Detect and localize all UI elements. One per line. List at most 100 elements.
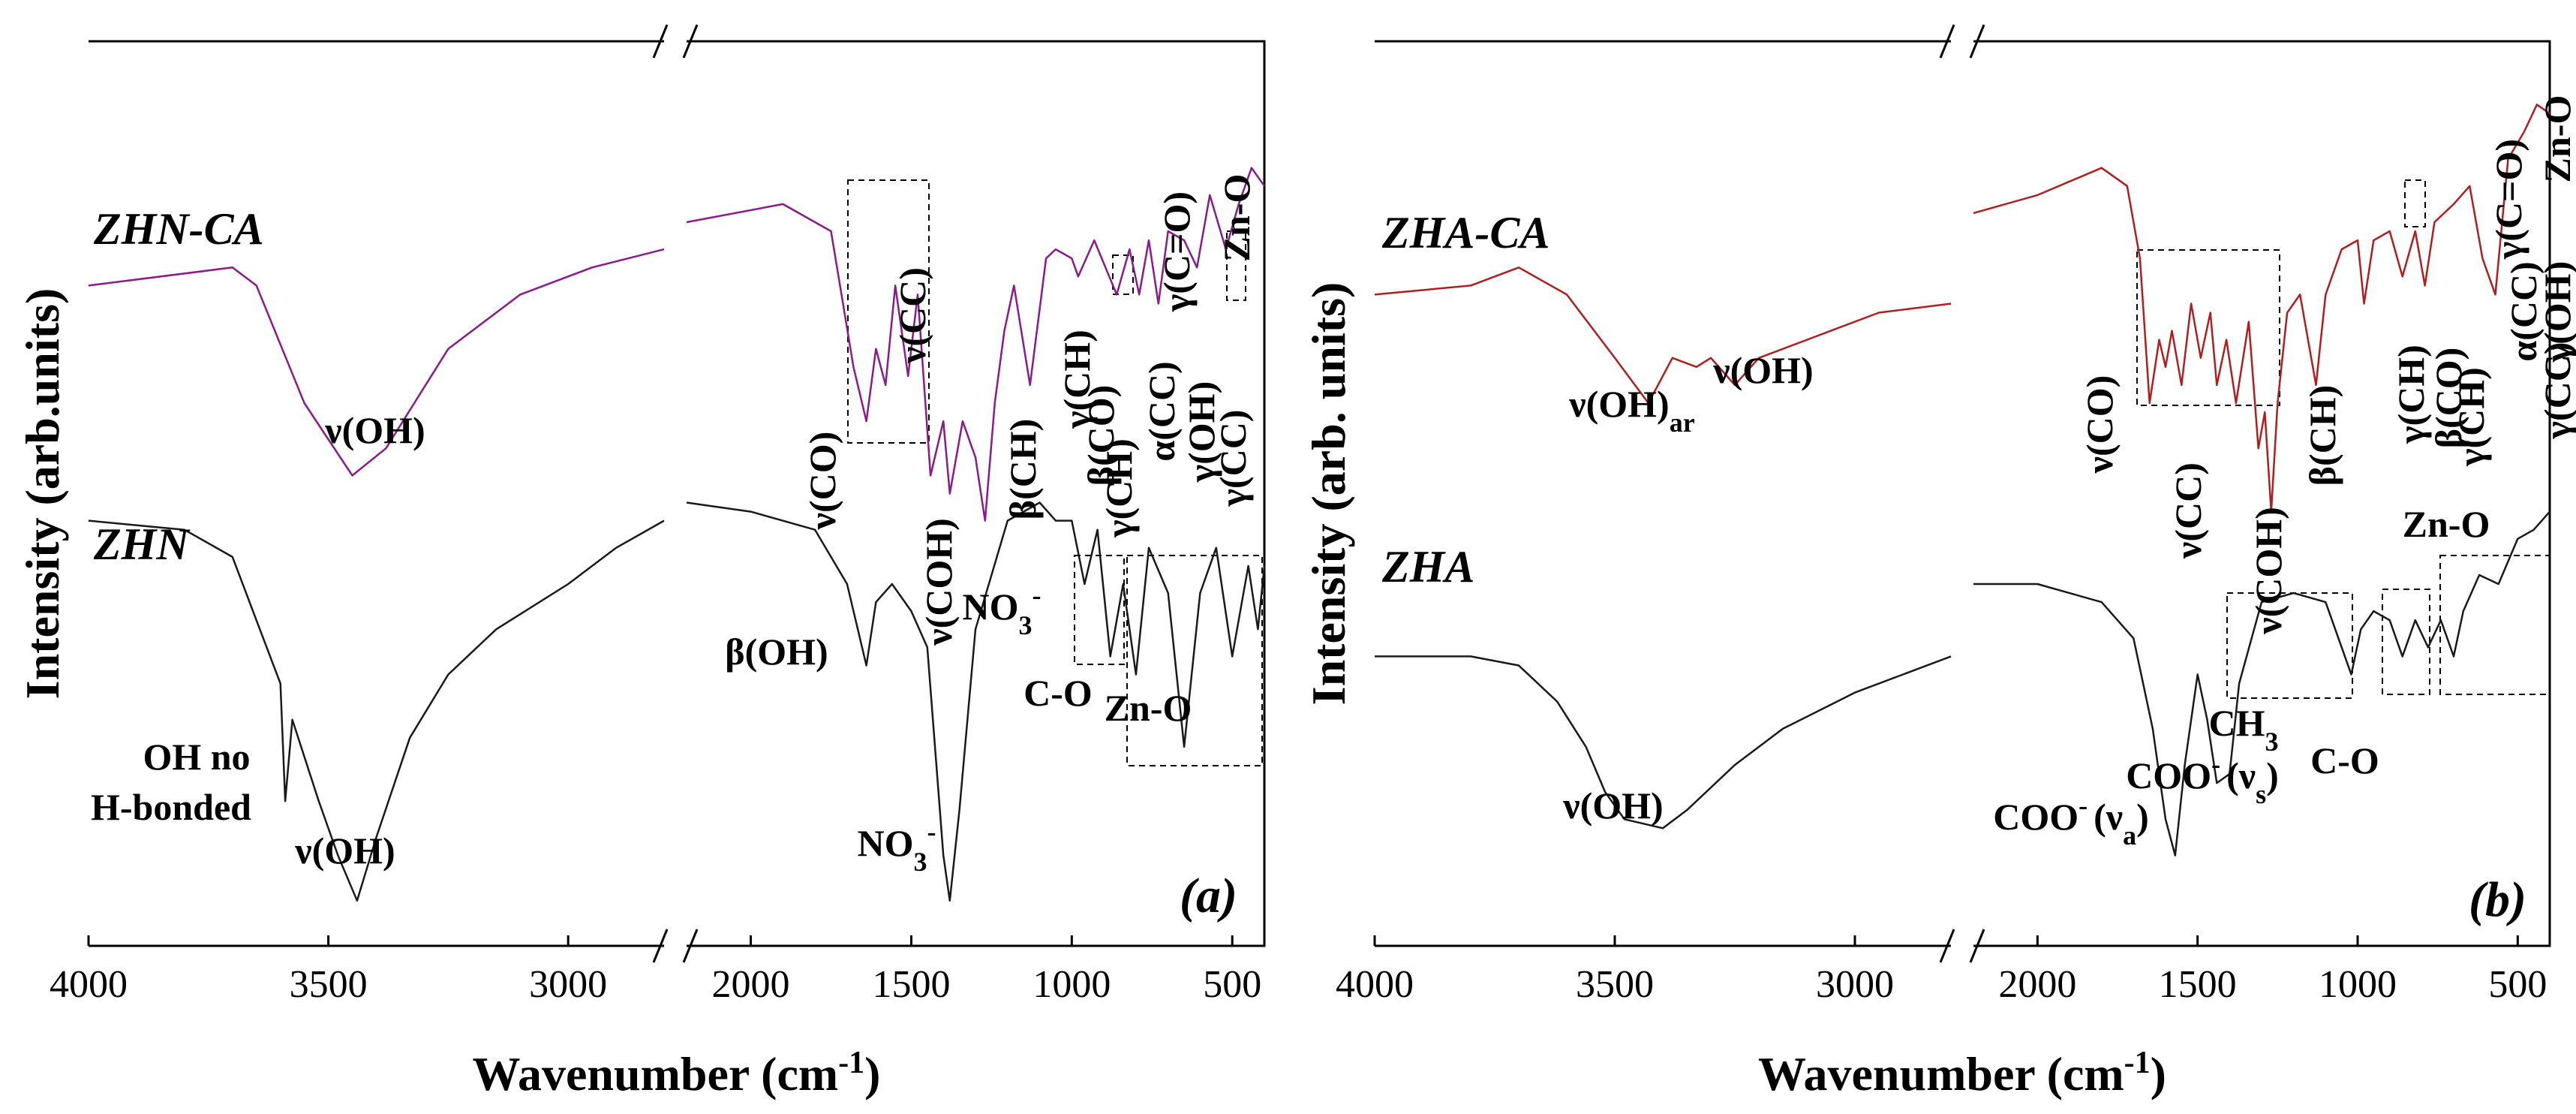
x-tick-label: 2000 [1998,963,2076,1006]
dashed-region-box [1226,230,1246,301]
annotation-text: ν(CC) [891,267,933,364]
annotation-superscript: - [927,817,936,847]
annotation-text: ν(OH) [1562,784,1663,826]
annotation-text: COO [2126,754,2211,796]
dashed-region-box [847,179,930,444]
annotation-subscript: ar [1670,408,1695,438]
annotation-text: CH [2209,702,2265,744]
plot-area [89,41,1264,946]
annotation-superscript: - [2079,790,2088,820]
peak-annotation: β(CO) [1080,385,1122,486]
annotation-text: β(CO) [2427,348,2469,449]
x-axis-label: Wavenumber (cm-1) [1758,1046,2166,1100]
annotation-superscript: - [2211,749,2220,779]
plot-frame [1375,40,2551,947]
peak-annotation: γ(CH) [1056,330,1098,429]
annotation-text: OH no [143,736,250,778]
x-tick-label: 500 [2488,963,2547,1006]
x-axis-label: Wavenumber (cm-1) [473,1046,881,1100]
annotation-text: γ(C=O) [2487,139,2529,260]
x-tick-label: 3500 [290,963,368,1006]
annotation-superscript: - [1033,580,1042,610]
peak-annotation: γ(OH) [1180,381,1222,483]
annotation-mode-subscript: a [2123,820,2136,851]
annotation-text: β(CH) [1002,419,1044,520]
annotation-text: ν(CC) [2167,462,2209,559]
peak-annotation: ν(COH) [918,518,960,646]
annotation-mode: (ν [2226,754,2256,796]
peak-annotation: β(CO) [2427,348,2469,449]
x-axis-label-close: ) [864,1047,880,1100]
peak-annotation: COO- (νs) [2126,749,2279,809]
annotation-text: β(CO) [1080,385,1122,486]
peak-annotation: Zn-O [1216,174,1258,262]
axis-break-mark [682,24,699,59]
series-line-zha [1973,510,2550,857]
peak-annotation: NO3- [858,817,936,877]
annotation-mode: (ν [2094,796,2123,838]
panel-label: (b) [2469,872,2526,927]
panel-label: (a) [1180,869,1237,923]
annotation-text: γ(C=O) [1156,191,1198,312]
series-title: ZHN-CA [93,204,264,254]
peak-annotation: COO- (νa) [1993,790,2149,851]
annotation-text: Zn-O [2536,95,2576,183]
axis-break-mark [1969,24,1985,59]
annotation-text: ν(CO) [801,432,843,531]
annotation-text: γ(OH) [1180,381,1222,483]
peak-annotation: β(CH) [2301,385,2343,486]
annotation-text: C-O [1023,672,1093,714]
annotation-text: β(CH) [2301,385,2343,486]
annotation-text: ν(COH) [2247,507,2289,635]
y-axis-label: Intensity (arb.units) [16,288,69,700]
peak-annotation: γ(CH) [1098,438,1140,538]
peak-annotation: NO3- [963,580,1042,640]
peak-annotation: β(OH) [725,631,828,673]
peak-annotation: γ(C=O) [2487,139,2529,260]
dashed-region-box [2226,592,2353,699]
annotation-mode-close: ) [2136,796,2149,838]
peak-annotation: ν(CO) [801,432,843,531]
dashed-region-box [1112,254,1134,295]
series-title: ZHN [93,519,191,569]
peak-annotation: Zn-O [2403,503,2490,545]
x-tick-label: 1500 [2159,963,2237,1006]
annotation-text: γ(CH) [2450,367,2492,467]
series-line-zha-ca [1973,104,2550,513]
peak-annotation: ν(OH) [1562,784,1663,826]
annotation-text: α(CC) [2502,261,2544,361]
axis-break-mark [1969,929,1985,963]
annotation-text: ν(OH) [294,829,395,872]
peak-annotation: γ(CC) [1212,410,1254,507]
annotation-text: ν(OH) [1568,383,1669,425]
axis-break-mark [652,929,669,963]
x-tick-label: 500 [1203,963,1261,1006]
x-tick-label: 2000 [712,963,790,1006]
peak-annotation: γ(CH) [2450,367,2492,467]
dashed-region-box [2439,555,2550,695]
annotation-text: γ(CC) [2536,342,2576,440]
x-axis-label-close: ) [2151,1047,2166,1100]
annotation-subscript: 3 [914,847,927,877]
series-line-zhn-ca [686,167,1266,522]
x-tick-label: 1000 [2319,963,2397,1006]
x-axis-label-superscript: -1 [2124,1046,2151,1080]
annotation-text: β(OH) [725,631,828,673]
annotation-text: C-O [2310,739,2379,781]
peak-annotation: α(CC) [1141,361,1183,461]
dashed-region-box [1126,555,1263,766]
plot-frame [89,40,1266,947]
series-line-zhn [88,519,665,902]
dashed-region-box [2136,249,2280,406]
annotation-text: γ(CH) [1056,330,1098,429]
peak-annotation: γ(CC) [2536,342,2576,440]
series-line-zhn-ca [88,248,665,477]
annotation-subscript: 3 [2265,727,2279,757]
peak-annotation: H-bonded [91,786,251,828]
x-tick-label: 3000 [1816,963,1894,1006]
annotation-text: COO [1993,796,2079,838]
annotation-text: ν(OH) [324,409,425,451]
axis-break-mark [682,929,699,963]
x-tick-label: 3000 [529,963,607,1006]
annotation-text: ν(OH) [1712,349,1813,391]
